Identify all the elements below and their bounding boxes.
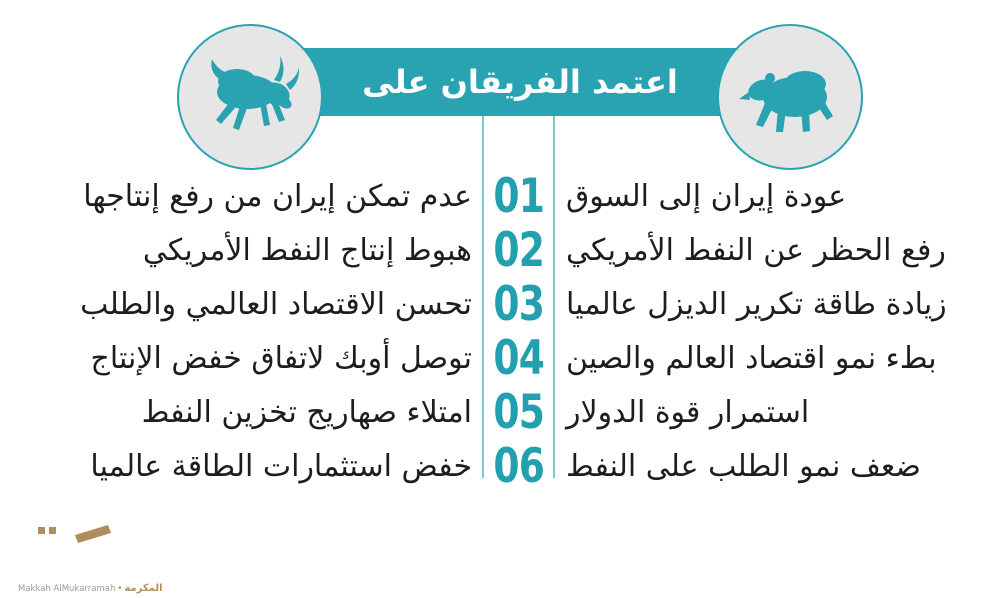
bear-factor: استمرار قوة الدولار xyxy=(566,394,810,430)
row-number-cell: 01 xyxy=(485,173,553,220)
row-number-cell: 05 xyxy=(485,389,553,436)
row-number: 02 xyxy=(493,222,546,278)
row-number-cell: 04 xyxy=(485,335,553,382)
row-number: 01 xyxy=(493,168,546,224)
page-title: اعتمد الفريقان على xyxy=(362,63,678,101)
factor-row: امتلاء صهاريج تخزين النفط 05 استمرار قوة… xyxy=(0,385,1000,439)
bull-badge xyxy=(177,24,323,170)
bear-icon xyxy=(739,71,833,132)
bear-factor: رفع الحظر عن النفط الأمريكي xyxy=(566,232,946,268)
logo-dot xyxy=(38,527,45,534)
bear-factor: بطء نمو اقتصاد العالم والصين xyxy=(566,340,937,376)
factor-row: عدم تمكن إيران من رفع إنتاجها 01 عودة إي… xyxy=(0,169,1000,223)
bull-factor: تحسن الاقتصاد العالمي والطلب xyxy=(80,286,472,322)
divider-line-left xyxy=(482,116,484,478)
bull-icon xyxy=(211,56,300,130)
makkah-wordmark: مكة xyxy=(38,525,226,583)
logo-caption: Makkah AlMukarramah • المكرمة xyxy=(18,583,163,594)
logo-dot xyxy=(49,527,56,534)
row-number: 04 xyxy=(493,330,546,386)
bull-factor: هبوط إنتاج النفط الأمريكي xyxy=(142,232,472,268)
divider-line-right xyxy=(553,116,555,478)
kaaba-icon xyxy=(75,525,111,543)
bear-factor: زيادة طاقة تكرير الديزل عالميا xyxy=(566,286,947,322)
row-number-cell: 03 xyxy=(485,281,553,328)
bull-factor: توصل أوبك لاتفاق خفض الإنتاج xyxy=(90,340,472,376)
bull-factor: عدم تمكن إيران من رفع إنتاجها xyxy=(83,178,472,214)
logo-caption-ar: المكرمة xyxy=(124,583,163,594)
header-banner: اعتمد الفريقان على xyxy=(250,48,790,116)
factor-row: هبوط إنتاج النفط الأمريكي 02 رفع الحظر ع… xyxy=(0,223,1000,277)
logo-caption-en: Makkah AlMukarramah xyxy=(18,584,116,594)
bull-factor: امتلاء صهاريج تخزين النفط xyxy=(141,394,472,430)
row-number-cell: 02 xyxy=(485,227,553,274)
makkah-logo: مكة Makkah AlMukarramah•المكرمة xyxy=(18,522,226,594)
factor-rows: عدم تمكن إيران من رفع إنتاجها 01 عودة إي… xyxy=(0,169,1000,493)
row-number: 03 xyxy=(493,276,546,332)
logo-caption-separator: • xyxy=(117,584,123,594)
logo-wordmark-text: مكة xyxy=(136,525,138,578)
factor-row: توصل أوبك لاتفاق خفض الإنتاج 04 بطء نمو … xyxy=(0,331,1000,385)
row-number: 05 xyxy=(493,384,546,440)
bear-factor: عودة إيران إلى السوق xyxy=(566,178,847,214)
row-number: 06 xyxy=(493,438,546,494)
row-number-cell: 06 xyxy=(485,443,553,490)
bear-badge xyxy=(717,24,863,170)
bear-factor: ضعف نمو الطلب على النفط xyxy=(566,448,921,484)
factor-row: خفض استثمارات الطاقة عالميا 06 ضعف نمو ا… xyxy=(0,439,1000,493)
bull-factor: خفض استثمارات الطاقة عالميا xyxy=(90,448,472,484)
factor-row: تحسن الاقتصاد العالمي والطلب 03 زيادة طا… xyxy=(0,277,1000,331)
